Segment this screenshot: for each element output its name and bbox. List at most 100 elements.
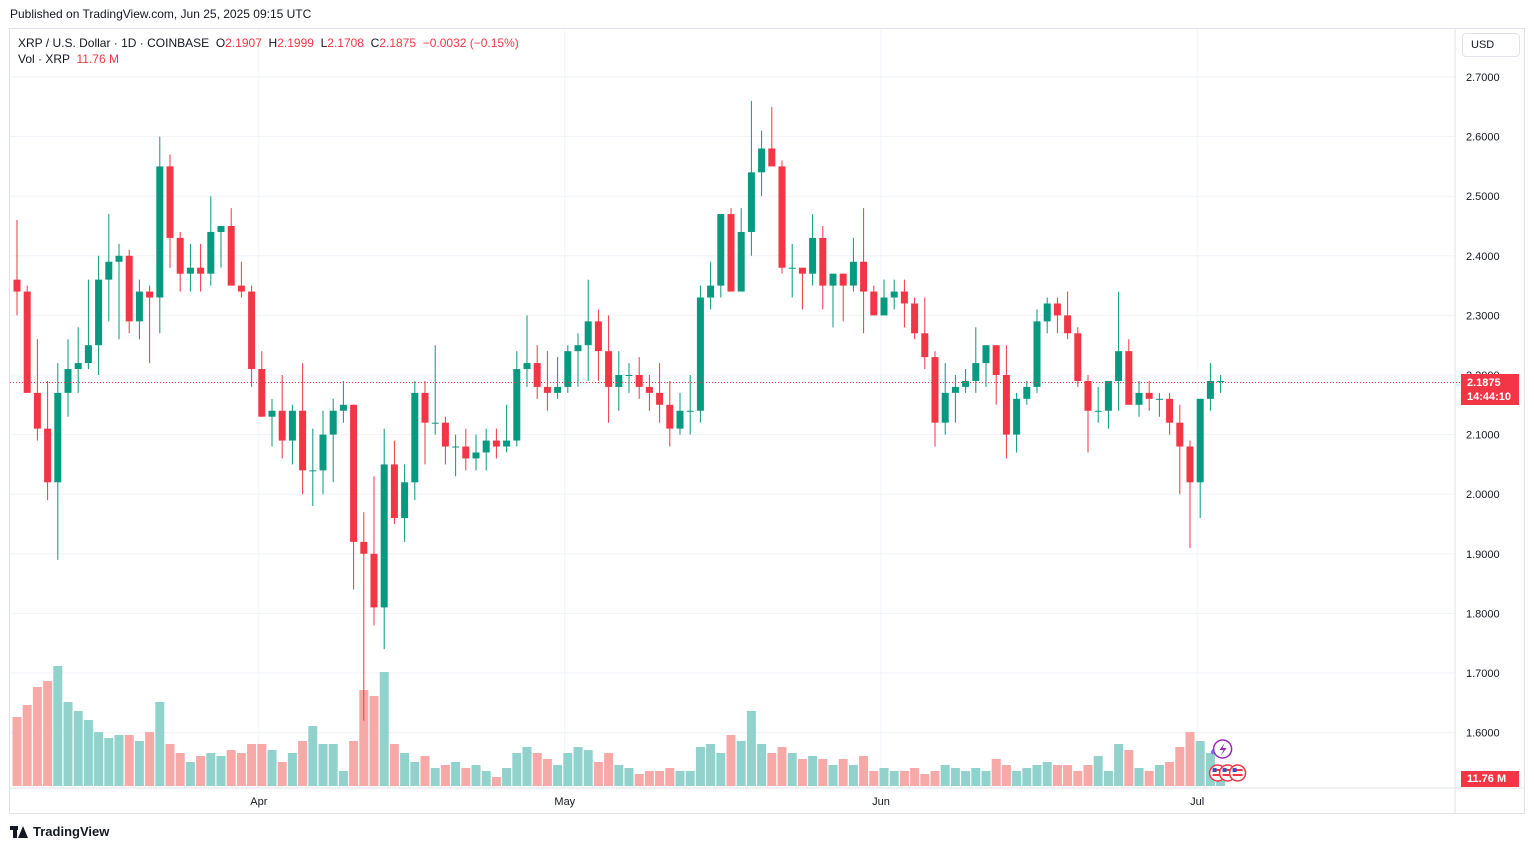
candle-body [1094, 410, 1102, 412]
candle-body [1166, 398, 1174, 423]
volume-bar [481, 771, 491, 786]
candle-body [309, 470, 317, 472]
candle-body [1145, 392, 1153, 399]
candle-body [319, 434, 327, 471]
volume-bar [573, 747, 583, 786]
volume-bar [1012, 771, 1022, 786]
candle-body [1206, 380, 1214, 399]
candle-body [44, 428, 52, 483]
candle-body [452, 446, 460, 448]
candle-body [768, 148, 776, 167]
candle-body [482, 440, 490, 453]
candle-body [421, 392, 429, 423]
volume-bar [226, 750, 236, 786]
volume-bar [379, 672, 389, 786]
candle-body [972, 363, 980, 381]
y-tick-label: 2.4000 [1466, 251, 1500, 263]
candle-body [798, 267, 806, 274]
legend-high-label: H [268, 36, 278, 50]
legend-symbol[interactable]: XRP / U.S. Dollar · 1D · COINBASE [18, 36, 210, 50]
x-tick-label: May [554, 796, 575, 808]
candle-body [921, 333, 929, 358]
candle-body [584, 321, 592, 346]
candle-body [819, 237, 827, 286]
volume-bar [920, 774, 930, 786]
y-tick-label: 2.3000 [1466, 310, 1500, 322]
volume-bar [644, 771, 654, 786]
candle-body [248, 291, 256, 370]
volume-bar [318, 744, 328, 786]
volume-bar [1052, 765, 1062, 786]
candle-body [135, 291, 143, 322]
candle-body [350, 404, 358, 542]
volume-bar [287, 753, 297, 786]
candle-body [339, 404, 347, 411]
volume-bar [502, 768, 512, 786]
legend-close-label: C [370, 36, 380, 50]
candle-body [360, 541, 368, 554]
volume-bar [165, 744, 175, 786]
x-tick-label: Jun [872, 796, 890, 808]
volume-bar [1124, 750, 1134, 786]
candle-body [95, 279, 103, 346]
volume-bar [451, 762, 461, 786]
volume-bar [808, 756, 818, 786]
candle-body [329, 410, 337, 435]
currency-button[interactable]: USD [1462, 33, 1520, 57]
candle-body [431, 422, 439, 424]
candle-body [1084, 380, 1092, 411]
candle-body [1104, 380, 1112, 411]
volume-bar [910, 768, 920, 786]
candle-body [217, 226, 225, 232]
volume-bar [328, 744, 338, 786]
volume-bar [145, 732, 155, 786]
candle-body [380, 464, 388, 608]
volume-bar [1134, 768, 1144, 786]
last-price-value: 2.1875 [1467, 377, 1501, 389]
volume-bar [32, 687, 42, 786]
volume-bar [1032, 765, 1042, 786]
us-flag-canton [1232, 768, 1237, 772]
legend-ohlc-row: XRP / U.S. Dollar · 1D · COINBASE O2.190… [18, 35, 519, 51]
volume-bar [94, 732, 104, 786]
volume-bar [736, 741, 746, 786]
volume-bar [797, 759, 807, 786]
candle-body [911, 303, 919, 334]
volume-bar [787, 753, 797, 786]
candle-body [951, 386, 959, 393]
legend-volume-label[interactable]: Vol · XRP [18, 52, 70, 66]
volume-bar [981, 771, 991, 786]
volume-bar [563, 753, 573, 786]
volume-bar [1154, 765, 1164, 786]
volume-bar [104, 738, 114, 786]
us-flag-event-icon [1228, 764, 1247, 782]
candle-body [594, 321, 602, 352]
volume-bar [267, 750, 277, 786]
x-tick-label: Jul [1190, 796, 1204, 808]
footer-brand[interactable]: TradingView [10, 824, 109, 839]
candle-body [1196, 398, 1204, 483]
legend-high-value: 2.1999 [277, 36, 314, 50]
candle-body [533, 363, 541, 387]
candle-body [696, 297, 704, 411]
volume-bar [22, 705, 32, 786]
candle-body [1053, 303, 1061, 316]
volume-bar [512, 753, 522, 786]
candle-body [268, 410, 276, 417]
volume-bar [757, 744, 767, 786]
volume-bar [950, 768, 960, 786]
bar-countdown: 14:44:10 [1467, 391, 1512, 403]
volume-bar [247, 744, 257, 786]
footer-brand-text: TradingView [33, 824, 110, 839]
us-flag-stripe [1232, 769, 1243, 771]
candle-body [707, 285, 715, 298]
lightning-bolt-icon [1219, 743, 1227, 756]
volume-bar [155, 702, 165, 786]
candle-body [890, 291, 898, 298]
candle-body [166, 166, 174, 238]
y-tick-label: 1.7000 [1466, 668, 1500, 680]
us-flag-stripe [1212, 774, 1223, 776]
candle-body [1125, 351, 1133, 405]
volume-bar [53, 666, 63, 786]
